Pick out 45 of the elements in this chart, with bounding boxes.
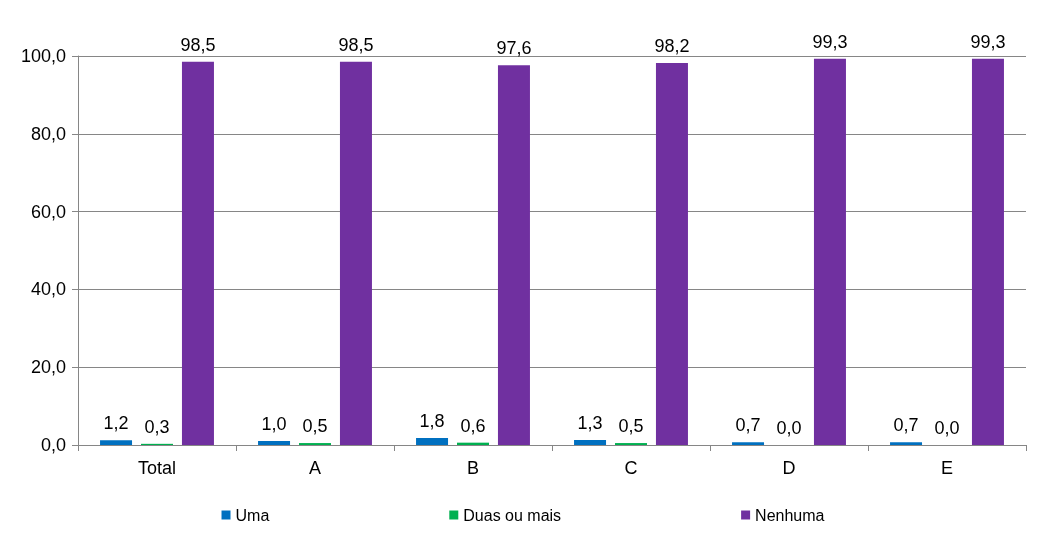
bar	[971, 58, 1004, 445]
bar	[574, 439, 607, 445]
x-tick-label: E	[940, 458, 954, 478]
x-tick-label: D	[782, 458, 796, 478]
data-label: 0,5	[302, 416, 328, 437]
legend-label: Nenhuma	[755, 506, 825, 524]
data-label: 0,7	[735, 415, 761, 436]
bar	[655, 63, 688, 445]
data-label: 1,3	[577, 412, 603, 433]
y-tick-label: 60,0	[30, 201, 66, 222]
data-label: 98,2	[654, 36, 690, 56]
data-label: 0,7	[893, 415, 919, 436]
y-tick-label: 0,0	[40, 435, 66, 455]
y-tick-label: 80,0	[30, 123, 66, 144]
data-label: 99,3	[812, 31, 848, 52]
bar	[497, 65, 530, 445]
y-tick-label: 40,0	[30, 279, 66, 300]
bar	[258, 441, 291, 445]
data-label: 0,6	[460, 415, 486, 436]
x-tick-label: A	[308, 458, 322, 478]
data-label: 0,5	[618, 416, 644, 437]
y-tick-label: 100,0	[20, 46, 66, 66]
data-label: 1,0	[261, 414, 287, 435]
data-label: 99,3	[970, 31, 1006, 52]
x-tick-label: B	[466, 458, 480, 478]
bar	[339, 61, 372, 445]
data-label: 98,5	[338, 34, 374, 55]
bar	[732, 442, 765, 445]
legend-label: Duas ou mais	[463, 506, 562, 524]
data-label: 97,6	[496, 38, 532, 59]
x-tick-label: Total	[137, 458, 177, 478]
bar	[890, 442, 923, 445]
bar	[813, 58, 846, 445]
data-label: 0,3	[144, 416, 170, 437]
data-label: 1,8	[419, 411, 445, 431]
bar	[416, 438, 449, 445]
legend-label: Uma	[235, 506, 270, 524]
data-label: 98,5	[180, 34, 216, 55]
data-label: 0,0	[934, 418, 960, 438]
bar	[100, 440, 133, 445]
data-label: 0,0	[776, 418, 802, 438]
bar	[181, 61, 214, 445]
y-tick-label: 20,0	[30, 357, 66, 378]
data-label: 1,2	[103, 413, 129, 434]
x-tick-label: C	[624, 458, 638, 478]
